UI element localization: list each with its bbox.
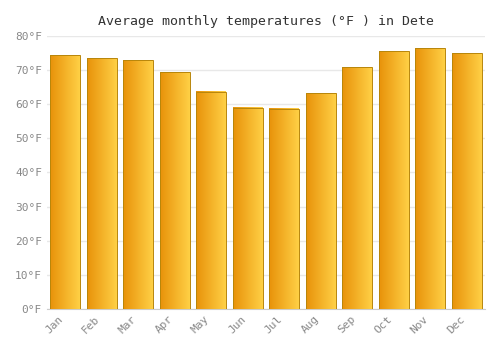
- Bar: [50, 55, 80, 309]
- Bar: [416, 48, 445, 309]
- Bar: [269, 109, 299, 309]
- Bar: [416, 48, 445, 309]
- Bar: [123, 60, 153, 309]
- Bar: [196, 92, 226, 309]
- Bar: [342, 67, 372, 309]
- Bar: [86, 58, 117, 309]
- Bar: [232, 108, 262, 309]
- Bar: [379, 51, 408, 309]
- Bar: [232, 108, 262, 309]
- Bar: [196, 92, 226, 309]
- Bar: [269, 109, 299, 309]
- Bar: [123, 60, 153, 309]
- Title: Average monthly temperatures (°F ) in Dete: Average monthly temperatures (°F ) in De…: [98, 15, 434, 28]
- Bar: [160, 72, 190, 309]
- Bar: [452, 53, 482, 309]
- Bar: [50, 55, 80, 309]
- Bar: [306, 93, 336, 309]
- Bar: [306, 93, 336, 309]
- Bar: [160, 72, 190, 309]
- Bar: [342, 67, 372, 309]
- Bar: [86, 58, 117, 309]
- Bar: [379, 51, 408, 309]
- Bar: [452, 53, 482, 309]
